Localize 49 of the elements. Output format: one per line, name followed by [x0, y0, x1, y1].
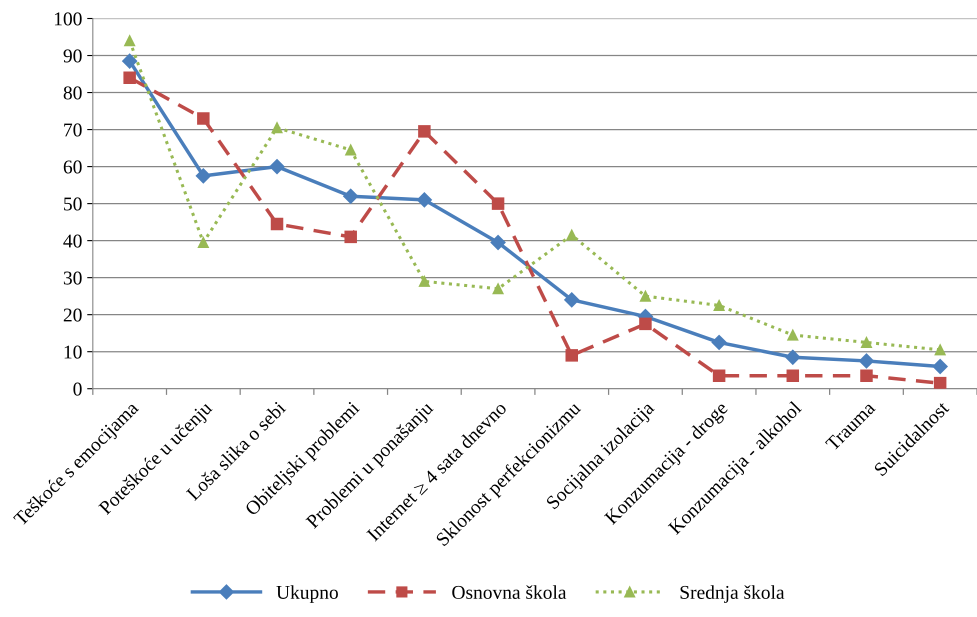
point — [122, 54, 138, 69]
y-tick-label: 30 — [64, 271, 82, 285]
point — [198, 236, 209, 248]
y-tick-label: 10 — [64, 346, 82, 359]
point — [416, 192, 432, 208]
point — [786, 370, 800, 382]
legend-label: Srednja škola — [680, 585, 784, 603]
point — [123, 71, 136, 84]
point — [712, 334, 727, 350]
point — [270, 218, 284, 230]
point — [932, 358, 948, 374]
y-tick-label: 40 — [63, 234, 82, 248]
y-tick-label: 0 — [73, 382, 82, 396]
point — [639, 318, 652, 330]
point — [492, 283, 504, 294]
point — [785, 350, 800, 365]
point — [197, 112, 210, 125]
point — [271, 122, 283, 134]
y-tick-label: 90 — [64, 49, 82, 62]
point — [418, 276, 430, 287]
y-tick-label: 20 — [64, 308, 82, 322]
legend-label: Osnovna škola — [452, 585, 566, 599]
point — [934, 344, 946, 356]
point — [934, 376, 946, 389]
point — [343, 188, 358, 204]
point — [566, 349, 578, 362]
legend-label: Ukupno — [276, 585, 338, 603]
point — [490, 234, 506, 250]
point — [344, 230, 357, 244]
point — [640, 290, 651, 302]
point — [418, 125, 431, 138]
point — [492, 197, 504, 210]
point — [712, 370, 726, 382]
point — [858, 353, 874, 369]
point — [196, 168, 211, 184]
point — [345, 144, 356, 156]
point — [564, 292, 580, 308]
y-tick-label: 60 — [64, 160, 82, 174]
y-tick-label: 50 — [64, 197, 82, 211]
point — [566, 230, 578, 241]
point — [714, 300, 725, 311]
y-tick-label: 80 — [64, 86, 82, 100]
point — [787, 329, 798, 341]
y-tick-label: 70 — [64, 123, 82, 137]
point — [860, 370, 873, 382]
point — [269, 159, 285, 174]
point — [124, 35, 136, 46]
point — [860, 336, 872, 348]
y-tick-label: 100 — [54, 12, 82, 26]
